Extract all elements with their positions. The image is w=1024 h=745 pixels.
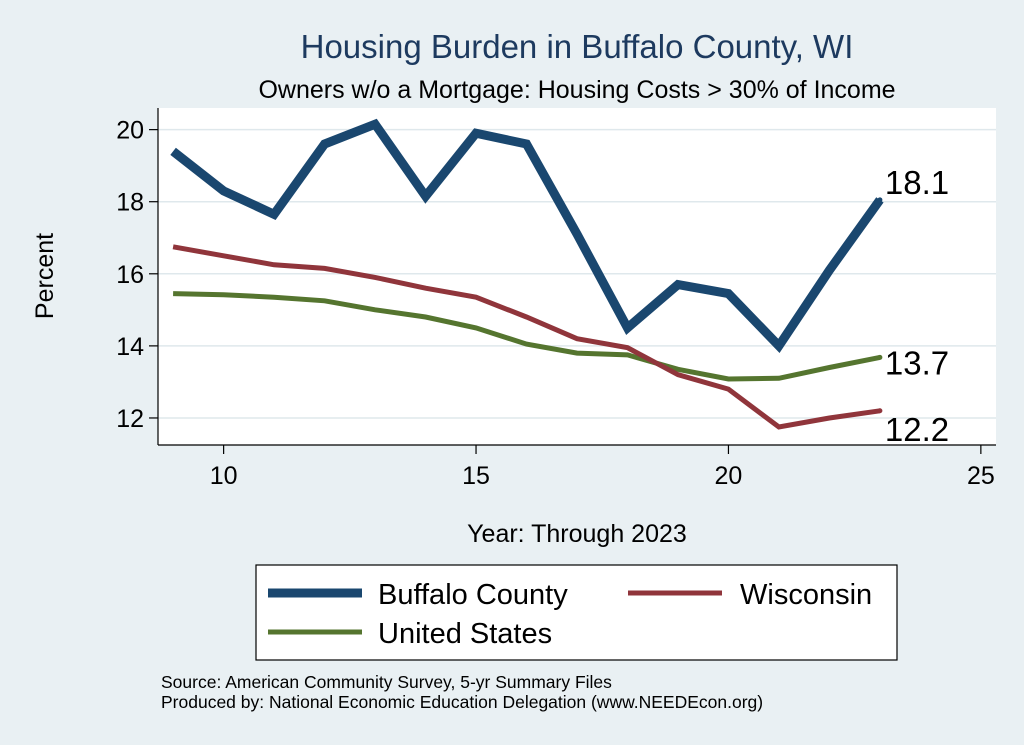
series-line-buffalo-county: [170, 118, 884, 354]
produced-note: Produced by: National Economic Education…: [161, 692, 763, 712]
x-tick-label: 20: [715, 462, 743, 490]
source-note: Source: American Community Survey, 5-yr …: [161, 672, 612, 692]
series-endpoint-wisconsin: [877, 408, 883, 414]
plot-area: [158, 108, 996, 445]
x-tick-label: 25: [967, 462, 995, 490]
legend-box: [255, 564, 898, 661]
y-tick-label: 18: [116, 189, 144, 217]
x-tick-label: 15: [462, 462, 490, 490]
series-endpoint-buffalo-county: [877, 197, 883, 203]
end-label-wisconsin: 12.2: [885, 411, 949, 448]
y-tick-label: 16: [116, 261, 144, 289]
legend-label-wisconsin: Wisconsin: [740, 579, 872, 611]
y-tick-label: 14: [116, 333, 144, 361]
legend-label-united-states: United States: [378, 618, 552, 650]
end-labels: 18.1 12.2 13.7: [885, 164, 949, 448]
x-axis-title: Year: Through 2023: [467, 520, 687, 548]
y-tick-label: 20: [116, 117, 144, 145]
y-axis-title: Percent: [31, 233, 59, 319]
end-label-united-states: 13.7: [885, 344, 949, 381]
legend: Buffalo County Wisconsin United States: [255, 564, 898, 661]
x-tick-label: 10: [210, 462, 238, 490]
chart-subtitle: Owners w/o a Mortgage: Housing Costs > 3…: [258, 76, 895, 104]
series-line-united-states: [173, 291, 881, 382]
end-label-buffalo-county: 18.1: [885, 164, 949, 201]
series-lines: [170, 118, 884, 430]
axes: 12 14 16 18 20 10 15 20 25: [116, 108, 996, 490]
y-tick-label: 12: [116, 405, 144, 433]
series-endpoint-united-states: [877, 354, 883, 360]
gridlines: [158, 128, 996, 419]
series-line-wisconsin: [172, 244, 881, 430]
chart-title: Housing Burden in Buffalo County, WI: [301, 28, 854, 65]
legend-label-buffalo-county: Buffalo County: [378, 579, 568, 611]
